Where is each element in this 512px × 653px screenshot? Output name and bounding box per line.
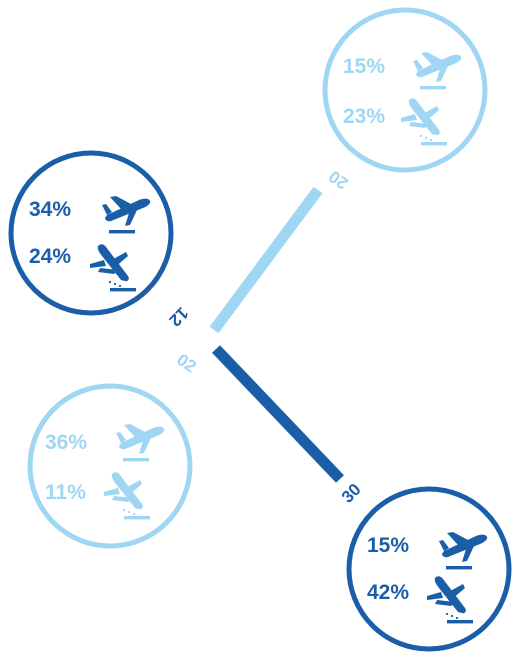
usage-circle-02: 36% 11% — [27, 383, 193, 549]
takeoff-percentage: 15% — [343, 55, 385, 78]
runway-12-30 — [212, 345, 344, 483]
runway-02-20 — [209, 186, 323, 334]
takeoff-percentage: 36% — [45, 431, 87, 454]
usage-circle-30: 15% 42% — [346, 486, 512, 652]
takeoff-percentage: 34% — [29, 198, 71, 221]
landing-percentage: 23% — [343, 105, 385, 128]
takeoff-percentage: 15% — [367, 534, 409, 557]
landing-percentage: 24% — [29, 245, 71, 268]
runway-end-label-30: 30 — [338, 480, 365, 507]
runway-end-label-12: 12 — [165, 303, 192, 330]
runway-end-label-20: 20 — [325, 167, 351, 193]
landing-percentage: 42% — [367, 581, 409, 604]
usage-circle-12: 34% 24% — [8, 150, 174, 316]
landing-percentage: 11% — [45, 481, 86, 504]
usage-circle-20: 15% 23% — [322, 7, 488, 173]
runway-end-label-02: 02 — [173, 350, 199, 376]
